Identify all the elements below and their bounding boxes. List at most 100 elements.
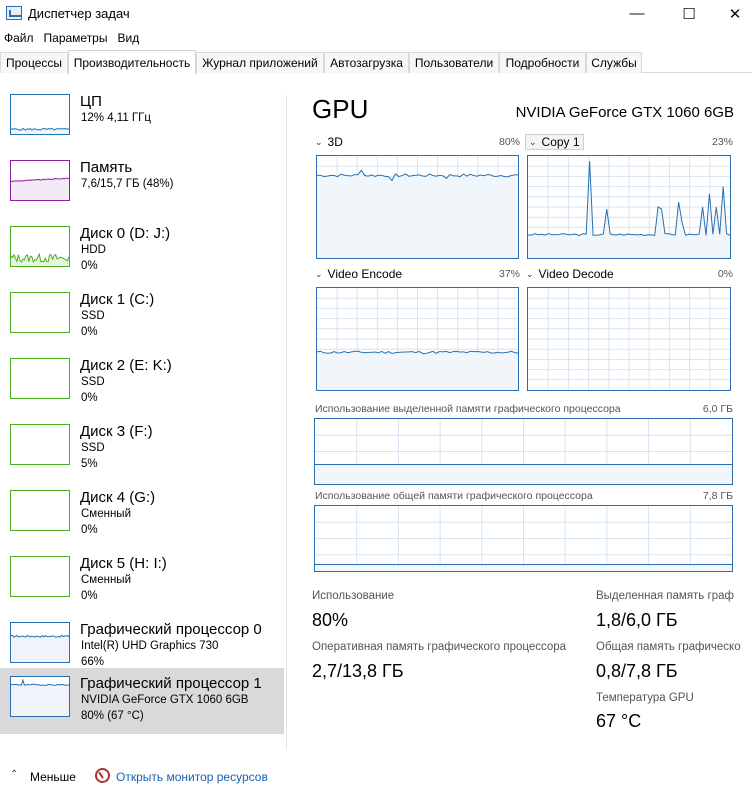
- resource-name: Диск 2 (E: K:): [80, 357, 172, 374]
- usage-area: [317, 351, 518, 390]
- disk-thumbnail-graph: [10, 556, 70, 597]
- resource-name: Диск 5 (H: I:): [80, 555, 167, 572]
- resource-type: Сменный: [81, 574, 131, 586]
- maximize-button[interactable]: ☐: [682, 5, 696, 23]
- engine-label: Video Encode: [327, 267, 403, 281]
- resource-name: ЦП: [80, 93, 102, 110]
- shared-memory-stat-value: 0,8/7,8 ГБ: [596, 661, 678, 681]
- resource-detail: NVIDIA GeForce GTX 1060 6GB: [81, 694, 249, 706]
- resource-name: Диск 0 (D: J:): [80, 225, 171, 242]
- engine-graph-copy: [527, 155, 731, 259]
- task-manager-icon: [6, 6, 22, 20]
- resource-usage: 0%: [81, 326, 98, 338]
- usage-area: [315, 564, 732, 571]
- footer-bar: ⌃ Меньше Открыть монитор ресурсов: [0, 765, 752, 790]
- resource-name: Графический процессор 0: [80, 621, 262, 638]
- tab-processes[interactable]: Процессы: [0, 52, 68, 73]
- tab-startup[interactable]: Автозагрузка: [324, 52, 409, 73]
- resource-type: SSD: [81, 376, 105, 388]
- engine-graph-video-decode: [527, 287, 731, 391]
- close-button[interactable]: ✕: [728, 5, 742, 23]
- engine-selector-copy[interactable]: ⌄ Copy 1: [525, 134, 584, 150]
- usage-line: [11, 678, 69, 686]
- gpu-ram-value: 2,7/13,8 ГБ: [312, 661, 404, 681]
- disk-thumbnail-graph: [10, 424, 70, 465]
- tab-services[interactable]: Службы: [586, 52, 642, 73]
- engine-graph-3d: [316, 155, 519, 259]
- usage-area: [317, 170, 518, 258]
- minimize-button[interactable]: —: [629, 5, 645, 22]
- gpu-thumbnail-graph: [10, 676, 70, 717]
- resource-usage: 0%: [81, 392, 98, 404]
- gpu-temperature-value: 67 °C: [596, 711, 642, 731]
- resource-monitor-icon[interactable]: [95, 768, 110, 783]
- resource-type: Сменный: [81, 508, 131, 520]
- tab-app-history[interactable]: Журнал приложений: [196, 52, 324, 73]
- shared-memory-graph: [314, 505, 733, 572]
- shared-memory-max: 7,8 ГБ: [702, 490, 733, 502]
- tab-performance[interactable]: Производительность: [68, 50, 196, 74]
- engine-selector-3d[interactable]: ⌄ 3D: [315, 135, 343, 149]
- usage-line: [11, 177, 69, 182]
- gpu-heading: GPU: [312, 94, 369, 124]
- usage-area: [11, 128, 69, 134]
- resource-usage: 80% (67 °C): [81, 710, 144, 722]
- engine-percent: 80%: [498, 136, 520, 148]
- dedicated-memory-label: Использование выделенной памяти графичес…: [315, 403, 621, 415]
- resource-type: SSD: [81, 310, 105, 322]
- chevron-up-icon[interactable]: ⌃: [10, 769, 19, 780]
- open-resource-monitor-link[interactable]: Открыть монитор ресурсов: [116, 770, 268, 784]
- resource-name: Графический процессор 1: [80, 675, 262, 692]
- tab-bar: Процессы Производительность Журнал прило…: [0, 50, 752, 74]
- resource-item-memory[interactable]: Память 7,6/15,7 ГБ (48%): [0, 152, 284, 218]
- utilization-value: 80%: [312, 610, 349, 630]
- engine-selector-video-decode[interactable]: ⌄ Video Decode: [526, 267, 614, 281]
- engine-selector-video-encode[interactable]: ⌄ Video Encode: [315, 267, 402, 281]
- dedicated-memory-max: 6,0 ГБ: [702, 403, 733, 415]
- title-bar: Диспетчер задач — ☐ ✕: [0, 0, 752, 27]
- resource-name: Диск 4 (G:): [80, 489, 156, 506]
- resource-item-disk-1[interactable]: Диск 1 (C:) SSD 0%: [0, 284, 284, 350]
- resource-item-disk-2[interactable]: Диск 2 (E: K:) SSD 0%: [0, 350, 284, 416]
- tab-users[interactable]: Пользователи: [409, 52, 499, 73]
- resource-detail: 12% 4,11 ГГц: [81, 112, 151, 124]
- usage-line: [317, 169, 518, 182]
- resource-item-disk-3[interactable]: Диск 3 (F:) SSD 5%: [0, 416, 284, 482]
- resource-detail: 7,6/15,7 ГБ (48%): [81, 178, 174, 190]
- usage-line: [11, 634, 69, 638]
- resource-item-gpu-0[interactable]: Графический процессор 0 Intel(R) UHD Gra…: [0, 614, 284, 680]
- gpu-ram-label: Оперативная память графического процессо…: [312, 641, 567, 653]
- window-title: Диспетчер задач: [28, 6, 130, 21]
- shared-memory-stat-label: Общая память графическо: [596, 641, 741, 653]
- resource-usage: 5%: [81, 458, 98, 470]
- menu-view[interactable]: Вид: [117, 31, 140, 45]
- engine-percent: 23%: [711, 136, 733, 148]
- resource-item-disk-5[interactable]: Диск 5 (H: I:) Сменный 0%: [0, 548, 284, 614]
- resource-name: Диск 3 (F:): [80, 423, 153, 440]
- resource-usage: 66%: [81, 656, 105, 668]
- menu-file[interactable]: Файл: [4, 31, 34, 45]
- dedicated-memory-stat-value: 1,8/6,0 ГБ: [596, 610, 678, 630]
- resource-item-gpu-1[interactable]: Графический процессор 1 NVIDIA GeForce G…: [0, 668, 284, 734]
- shared-memory-label: Использование общей памяти графического …: [315, 490, 593, 502]
- utilization-label: Использование: [312, 590, 395, 602]
- disk-thumbnail-graph: [10, 490, 70, 531]
- disk-thumbnail-graph: [10, 358, 70, 399]
- menu-options[interactable]: Параметры: [43, 31, 108, 45]
- resource-usage: 0%: [81, 590, 98, 602]
- resource-name: Память: [80, 159, 133, 176]
- chevron-down-icon: ⌄: [315, 268, 323, 279]
- engine-percent: 0%: [717, 268, 733, 280]
- gpu-temperature-label: Температура GPU: [596, 692, 694, 704]
- resource-item-cpu[interactable]: ЦП 12% 4,11 ГГц: [0, 86, 284, 152]
- fewer-details-button[interactable]: Меньше: [30, 770, 76, 784]
- resource-type: SSD: [81, 442, 105, 454]
- gpu-model-name: NVIDIA GeForce GTX 1060 6GB: [515, 104, 734, 121]
- resource-item-disk-0[interactable]: Диск 0 (D: J:) HDD 0%: [0, 218, 284, 284]
- resource-usage: 0%: [81, 260, 98, 272]
- resource-item-disk-4[interactable]: Диск 4 (G:) Сменный 0%: [0, 482, 284, 548]
- usage-area: [11, 635, 69, 662]
- resource-detail: Intel(R) UHD Graphics 730: [81, 640, 219, 652]
- tab-details[interactable]: Подробности: [499, 52, 586, 73]
